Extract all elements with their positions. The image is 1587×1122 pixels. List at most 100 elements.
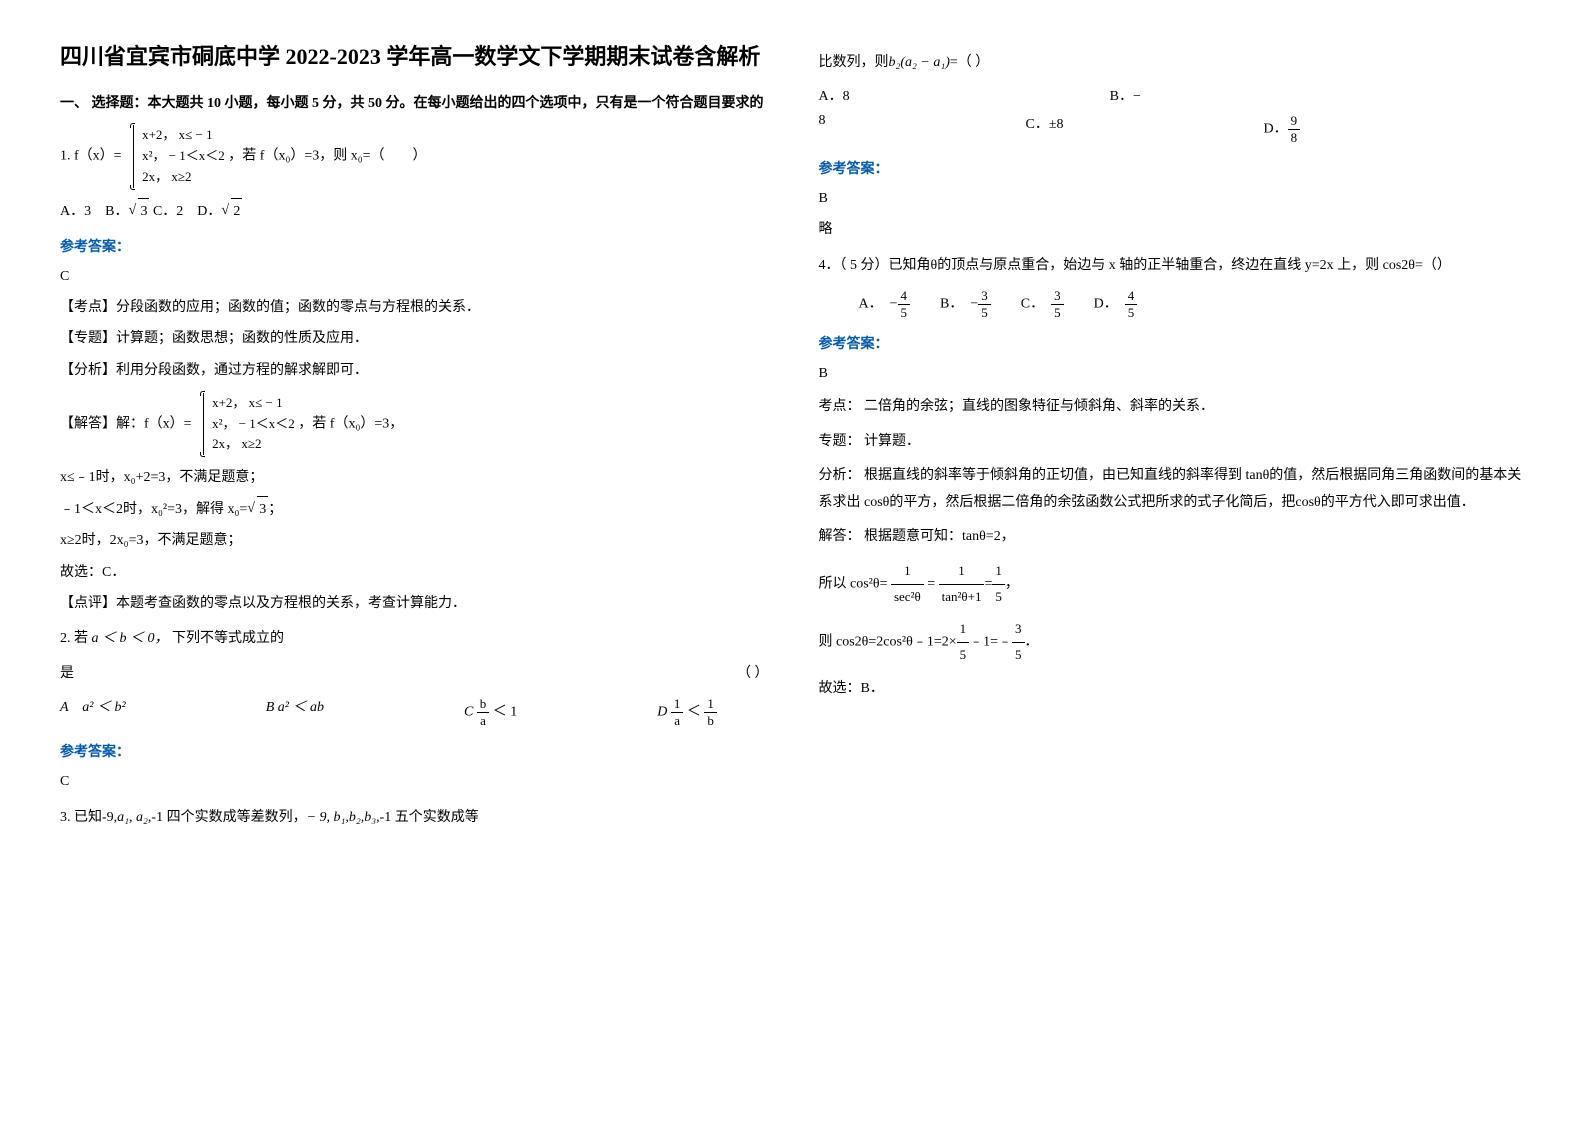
frac-den: 5 [1125, 305, 1138, 321]
q4-a-pre: A． [859, 296, 890, 311]
question-1: 1. f（x）= x+2， x≤ − 1 x²， − 1＜x＜2 2x， x≥2… [60, 125, 769, 187]
q1-prefix: 1. f（x）= [60, 149, 122, 164]
frac-den: 5 [992, 585, 1005, 610]
q4-opt-b: B． −35 [940, 288, 991, 321]
q2-opt-c-pre: C [464, 705, 477, 720]
q1-exp4: 【解答】解：f（x）= x+2， x≤ − 1 x²， − 1＜x＜2 2x， … [60, 393, 769, 455]
q3-vars2: − 9, b₁,b₂,b₃, [307, 810, 380, 825]
q4-exp2: 专题： 计算题． [819, 429, 1528, 456]
document-title: 四川省宜宾市硐底中学 2022-2023 学年高一数学文下学期期末试卷含解析 [60, 40, 769, 73]
neg: − [970, 296, 978, 311]
q4-exp7: 故选：B． [819, 676, 1528, 703]
q4-options: A． −45 B． −35 C． 35 D． 45 [819, 288, 1528, 321]
frac-35b: 35 [1051, 288, 1064, 321]
q2-paren: （ ） [737, 661, 769, 686]
q1-opt-ab: A．3 B． [60, 204, 128, 219]
q4-opt-c: C． 35 [1021, 288, 1064, 321]
frac-1a: 1a [671, 696, 684, 729]
q3-vars1: a₁, a₂ [117, 810, 148, 825]
q1-exp3: 【分析】利用分段函数，通过方程的解求解即可． [60, 358, 769, 383]
sqrt-2: 2 [231, 198, 242, 224]
q4-exp5-suf: ， [1005, 576, 1019, 591]
q3-opts-row1: A．8 B．− [819, 85, 1528, 105]
sqrt-3: 3 [138, 198, 149, 224]
q3-answer: B [819, 186, 1528, 211]
frac-num: 4 [1125, 288, 1138, 305]
q4-opt-d: D． 45 [1094, 288, 1138, 321]
q3-mid1: ,-1 四个实数成等差数列， [148, 810, 307, 825]
q3-opt-d-pre: D． [1264, 122, 1288, 137]
q1-exp5: x≤﹣1时，x₀+2=3，不满足题意； [60, 465, 769, 490]
frac-num: 9 [1288, 113, 1301, 130]
frac-num: 1 [671, 696, 684, 713]
q4-exp5-pre: 所以 cos²θ= [819, 576, 891, 591]
frac-15b: 15 [957, 617, 970, 667]
q4-exp1: 考点： 二倍角的余弦；直线的图象特征与倾斜角、斜率的关系． [819, 394, 1528, 421]
answer-label: 参考答案： [60, 236, 769, 256]
answer-label: 参考答案： [819, 333, 1528, 353]
piecewise-brace-2: x+2， x≤ − 1 x²， − 1＜x＜2 2x， x≥2 [203, 393, 295, 455]
piece-1: x+2， x≤ − 1 [142, 125, 225, 146]
q4-exp3: 分析： 根据直线的斜率等于倾斜角的正切值，由已知直线的斜率得到 tanθ的值，然… [819, 463, 1528, 516]
frac-sec: 1sec²θ [891, 559, 924, 609]
frac-num: 1 [957, 617, 970, 643]
answer-label: 参考答案： [819, 158, 1528, 178]
frac-15: 15 [992, 559, 1005, 609]
q3-stem: 3. 已知-9, [60, 810, 117, 825]
q4-exp6-mid: ﹣1=﹣ [969, 635, 1012, 650]
q1-exp7: x≥2时，2x₀=3，不满足题意； [60, 528, 769, 553]
q3-opt-c: C．±8 [1026, 113, 1064, 146]
page-container: 四川省宜宾市硐底中学 2022-2023 学年高一数学文下学期期末试卷含解析 一… [60, 40, 1527, 840]
q4-exp6-pre: 则 cos2θ=2cos²θ﹣1=2× [819, 635, 957, 650]
q4-c-pre: C． [1021, 296, 1051, 311]
q2-opt-d-mid: ＜ [683, 705, 704, 720]
frac-den: 5 [957, 643, 970, 668]
frac-den: 5 [1051, 305, 1064, 321]
q1-exp6-pre: ﹣1＜x＜2时，x₀²=3，解得 x₀= [60, 502, 247, 517]
q4-exp6: 则 cos2θ=2cos²θ﹣1=2×15﹣1=﹣35． [819, 617, 1528, 667]
frac-den: 5 [978, 305, 991, 321]
q2-cond: a ＜ b ＜ 0， [92, 631, 169, 646]
section-1-header: 一、 选择题：本大题共 10 小题，每小题 5 分，共 50 分。在每小题给出的… [60, 93, 769, 115]
q4-exp6-suf: ． [1025, 635, 1039, 650]
q1-suffix: ，若 f（x₀）=3，则 x₀=（ ） [228, 149, 426, 164]
frac-35: 35 [978, 288, 991, 321]
q3-line2-suf: =（ ） [950, 55, 989, 70]
q2-opt-c: C ba ＜ 1 [464, 696, 517, 729]
frac-den: b [704, 713, 717, 729]
q1-exp8: 故选：C． [60, 560, 769, 585]
q2-line2: 是 （ ） [60, 661, 769, 686]
frac-1b: 1b [704, 696, 717, 729]
frac-ba: ba [477, 696, 490, 729]
q3-line2: 比数列，则b₂(a₂ − a₁)=（ ） [819, 50, 1528, 75]
frac-den: 8 [1288, 130, 1301, 146]
frac-num: b [477, 696, 490, 713]
q3-line2-pre: 比数列，则 [819, 55, 889, 70]
q3-opt-b: B．− [1110, 85, 1141, 105]
frac-num: 3 [1012, 617, 1025, 643]
question-4: 4．（ 5 分）已知角θ的顶点与原点重合，始边与 x 轴的正半轴重合，终边在直线… [819, 253, 1528, 278]
frac-num: 1 [939, 559, 985, 585]
q3-expr: b₂(a₂ − a₁) [889, 55, 950, 70]
frac-num: 4 [898, 288, 911, 305]
piece-3: 2x， x≥2 [142, 167, 225, 188]
frac-35c: 35 [1012, 617, 1025, 667]
frac-num: 1 [704, 696, 717, 713]
q4-opt-a: A． −45 [859, 288, 911, 321]
q2-suf: 下列不等式成立的 [172, 631, 284, 646]
neg: − [890, 296, 898, 311]
frac-den: a [477, 713, 490, 729]
q4-d-pre: D． [1094, 296, 1125, 311]
q1-options: A．3 B．3 C．2 D．2 [60, 198, 769, 224]
question-3: 3. 已知-9,a₁, a₂,-1 四个实数成等差数列，− 9, b₁,b₂,b… [60, 805, 769, 830]
q2-opt-c-suf: ＜ 1 [489, 705, 517, 720]
q3-opt-a: A．8 [819, 85, 850, 105]
frac-45b: 45 [1125, 288, 1138, 321]
q1-exp6-suf: ； [268, 502, 282, 517]
sqrt-3b: 3 [257, 496, 268, 522]
q2-shi: 是 [60, 661, 74, 686]
piece-2: x²， − 1＜x＜2 [142, 146, 225, 167]
q1-exp9: 【点评】本题考查函数的零点以及方程根的关系，考查计算能力． [60, 591, 769, 616]
frac-den: 5 [898, 305, 911, 321]
right-column: 比数列，则b₂(a₂ − a₁)=（ ） A．8 B．− 8 C．±8 D．98… [819, 40, 1528, 840]
